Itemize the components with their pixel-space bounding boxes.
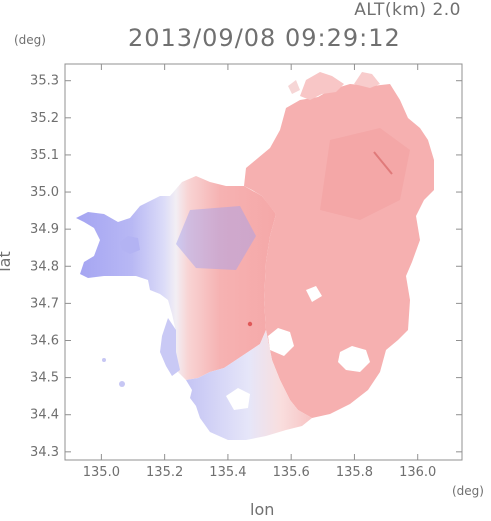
x-tick-label: 135.4 <box>209 465 246 480</box>
y-tick-label: 34.5 <box>30 371 59 386</box>
x-tick-label: 135.0 <box>83 465 120 480</box>
echo-core-dot <box>247 321 253 327</box>
echo-region <box>76 72 434 440</box>
echo-gap-inner <box>306 286 322 302</box>
x-axis-title: lon <box>250 500 275 519</box>
y-tick-label: 34.7 <box>30 296 59 311</box>
echo-core-streak <box>373 151 393 175</box>
lon-unit-label: (deg) <box>452 484 484 498</box>
echo-gap-center <box>268 328 294 356</box>
echo-west-cell <box>120 236 140 254</box>
x-tick-label: 136.0 <box>399 465 436 480</box>
echo-shade-ne <box>320 128 410 220</box>
timestamp-title: 2013/09/08 09:29:12 <box>128 24 401 52</box>
y-tick-label: 35.2 <box>30 111 59 126</box>
axis-ticks: 135.0 135.2 135.4 135.6 135.8 136.0 34.3 34.4 34… <box>30 64 462 480</box>
echo-core-dot-3 <box>102 358 106 362</box>
echo-south <box>186 330 312 440</box>
echo-southwest-cell <box>160 318 180 376</box>
echo-shade-w <box>176 206 256 270</box>
x-tick-label: 135.8 <box>336 465 373 480</box>
y-tick-label: 34.4 <box>30 408 59 423</box>
x-tick-label: 135.2 <box>146 465 183 480</box>
echo-central <box>76 176 276 380</box>
lat-unit-label: (deg) <box>14 33 46 47</box>
plot-frame <box>64 63 463 461</box>
y-tick-label: 34.9 <box>30 222 59 237</box>
y-tick-label: 35.0 <box>30 185 59 200</box>
y-tick-label: 34.3 <box>30 445 59 460</box>
y-tick-label: 34.6 <box>30 333 59 348</box>
echo-north-cell-3 <box>288 80 300 94</box>
echo-north-cell-2 <box>354 72 380 88</box>
y-tick-label: 35.1 <box>30 148 59 163</box>
echo-gap-south <box>226 388 250 410</box>
x-tick-label: 135.6 <box>273 465 310 480</box>
echo-core-dot-2 <box>119 381 125 387</box>
echo-gap-east <box>338 346 370 372</box>
echo-north-cell <box>300 72 344 100</box>
altitude-label: ALT(km) 2.0 <box>354 0 461 20</box>
y-tick-label: 34.8 <box>30 259 59 274</box>
y-tick-label: 35.3 <box>30 74 59 89</box>
